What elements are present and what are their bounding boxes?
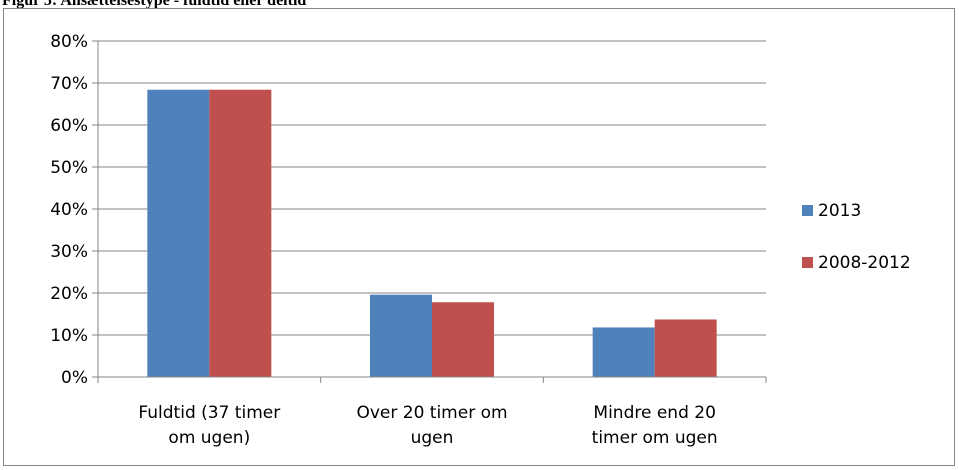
y-tick-label: 10% xyxy=(50,326,88,346)
y-axis-ticks: 0% 10% 20% 30% 40% 50% 60% 70% 80% xyxy=(50,32,88,388)
bar-2013 xyxy=(147,89,210,377)
y-tick-label: 40% xyxy=(50,200,88,220)
bars xyxy=(147,89,717,377)
bar-2013 xyxy=(370,294,432,377)
bar-2013 xyxy=(592,327,655,377)
legend-label: 2008-2012 xyxy=(818,253,911,273)
y-tick-label: 20% xyxy=(50,284,88,304)
bar-2008-2012 xyxy=(209,89,272,377)
y-tick-label: 70% xyxy=(50,74,88,94)
legend: 2013 2008-2012 xyxy=(802,201,911,273)
x-axis-categories: Fuldtid (37 timer om ugen) Over 20 timer o… xyxy=(138,403,717,448)
y-tick-label: 30% xyxy=(50,242,88,262)
legend-swatch xyxy=(802,257,813,268)
x-category-label: Mindre end 20 timer om ugen xyxy=(592,403,718,448)
legend-swatch xyxy=(802,205,813,216)
legend-label: 2013 xyxy=(818,201,861,221)
axes xyxy=(92,40,767,383)
x-category-label: Fuldtid (37 timer om ugen) xyxy=(138,403,280,448)
bar-2008-2012 xyxy=(432,302,494,377)
bar-2008-2012 xyxy=(654,319,717,377)
x-category-label: Over 20 timer om ugen xyxy=(356,403,507,448)
y-tick-label: 80% xyxy=(50,32,88,52)
y-tick-label: 60% xyxy=(50,116,88,136)
y-tick-label: 50% xyxy=(50,158,88,178)
y-tick-label: 0% xyxy=(61,368,88,388)
figure-title: Figur 5: Ansættelsestype - fuldtid eller… xyxy=(2,0,307,9)
